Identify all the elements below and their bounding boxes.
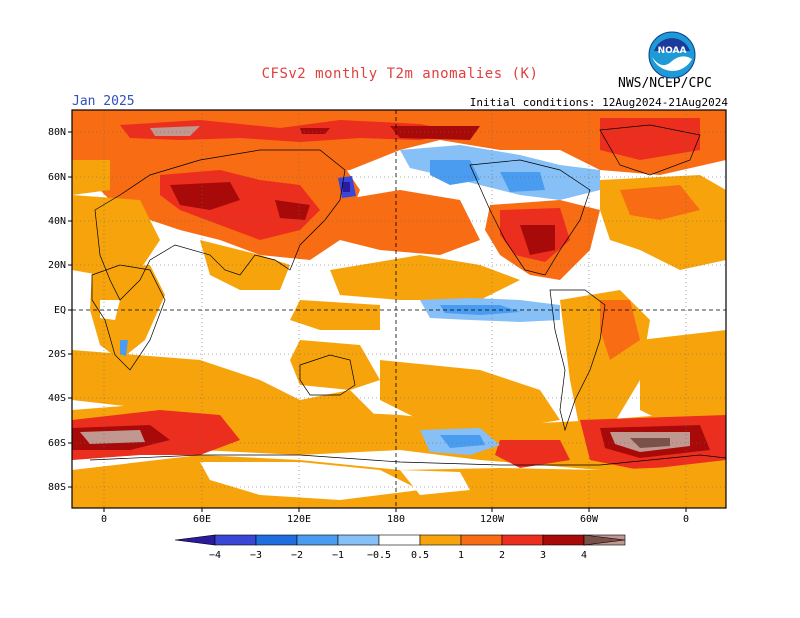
map-frame [71, 109, 727, 509]
lat-label: 40S [48, 393, 66, 404]
lat-label: 40N [48, 216, 66, 227]
latitude-ticks [68, 131, 72, 488]
lon-label: 60E [193, 514, 211, 525]
colorbar-swatch [378, 534, 421, 546]
colorbar-labels: −4 −3 −2 −1 −0.5 0.5 1 2 3 4 [209, 550, 587, 561]
lat-label: 60N [48, 172, 66, 183]
lat-label: EQ [54, 305, 66, 316]
lon-label: 120E [287, 514, 311, 525]
lat-label: 60S [48, 438, 66, 449]
longitude-labels: 0 60E 120E 180 120W 60W 0 [101, 514, 689, 525]
colorbar-swatch [174, 534, 216, 546]
colorbar [174, 534, 626, 546]
colorbar-tick-label: 0.5 [411, 550, 429, 561]
lon-label: 180 [387, 514, 405, 525]
colorbar-swatch [255, 534, 298, 546]
agency-label: NWS/NCEP/CPC [618, 76, 712, 91]
noaa-logo-icon: NOAA [648, 31, 696, 79]
colorbar-tick-label: 4 [581, 550, 587, 561]
colorbar-tick-label: 2 [499, 550, 505, 561]
colorbar-swatch [583, 534, 626, 546]
colorbar-tick-label: −4 [209, 550, 221, 561]
lat-label: 20N [48, 260, 66, 271]
lat-label: 80N [48, 127, 66, 138]
longitude-ticks [103, 508, 687, 512]
svg-text:NOAA: NOAA [658, 46, 687, 56]
lon-label: 120W [480, 514, 505, 525]
colorbar-swatch [419, 534, 462, 546]
coastlines [89, 124, 726, 466]
colorbar-swatch [214, 534, 257, 546]
map-title: CFSv2 monthly T2m anomalies (K) [261, 66, 539, 82]
colorbar-swatch [296, 534, 339, 546]
colorbar-tick-label: 3 [540, 550, 546, 561]
lon-label: 0 [683, 514, 689, 525]
lon-label: 60W [580, 514, 599, 525]
latitude-labels: 80N 60N 40N 20N EQ 20S 40S 60S 80S [48, 127, 66, 493]
colorbar-tick-label: −3 [250, 550, 262, 561]
colorbar-swatch [542, 534, 585, 546]
initial-conditions: Initial conditions: 12Aug2024-21Aug2024 [469, 96, 728, 109]
colorbar-tick-label: −0.5 [367, 550, 391, 561]
anomaly-field [72, 110, 726, 508]
forecast-month: Jan 2025 [72, 94, 135, 109]
equator-dateline [72, 110, 726, 508]
colorbar-swatch [501, 534, 544, 546]
colorbar-tick-label: −1 [332, 550, 344, 561]
lat-label: 20S [48, 349, 66, 360]
lon-label: 0 [101, 514, 107, 525]
colorbar-tick-label: −2 [291, 550, 303, 561]
colorbar-tick-label: 1 [458, 550, 464, 561]
colorbar-swatch [460, 534, 503, 546]
colorbar-swatch [337, 534, 380, 546]
grid-lines [72, 110, 726, 508]
lat-label: 80S [48, 482, 66, 493]
